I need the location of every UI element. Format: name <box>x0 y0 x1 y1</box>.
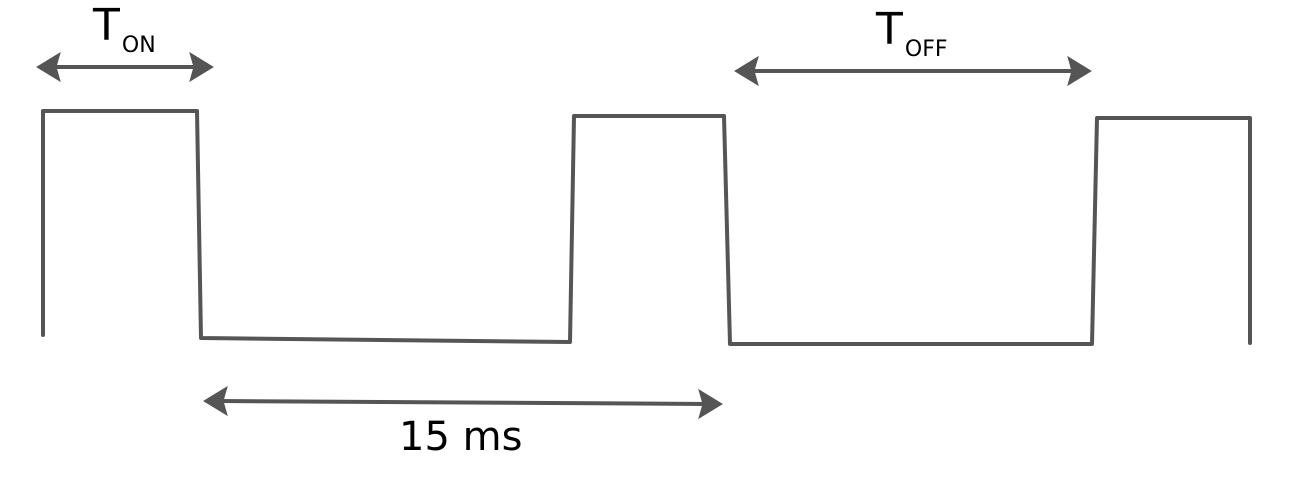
period-label: 15 ms <box>399 414 522 460</box>
period-left-arrowhead <box>203 385 228 417</box>
t-off-label-subscript: OFF <box>905 37 948 62</box>
t-on-right-arrowhead <box>189 51 214 83</box>
period-right-arrowhead <box>698 388 723 420</box>
period-arrow-shaft <box>216 399 710 406</box>
t-on-double-arrow <box>36 51 214 83</box>
t-off-right-arrowhead <box>1067 55 1092 87</box>
t-off-label-main: T <box>875 4 903 55</box>
t-on-label-main: T <box>92 0 120 51</box>
t-on-label-subscript: ON <box>122 33 156 58</box>
t-on-left-arrowhead <box>36 51 61 83</box>
t-on-label: TON <box>92 0 156 58</box>
period-double-arrow <box>203 385 723 420</box>
pwm-square-wave <box>41 109 1252 346</box>
t-off-double-arrow <box>734 55 1092 87</box>
t-off-left-arrowhead <box>734 55 759 87</box>
t-off-label: TOFF <box>875 4 948 62</box>
